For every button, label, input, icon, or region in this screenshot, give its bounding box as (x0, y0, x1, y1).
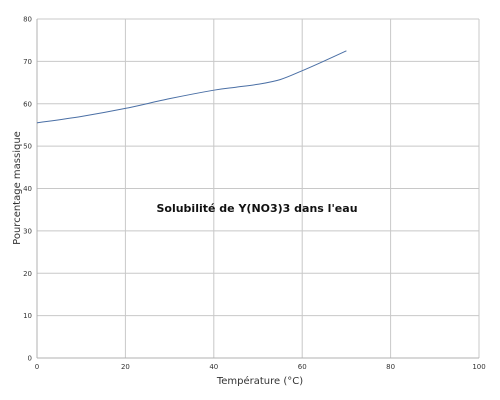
x-tick-label: 60 (298, 363, 307, 371)
solubility-series-line (36, 50, 347, 124)
y-tick-label: 20 (23, 270, 32, 278)
y-tick-label: 50 (23, 143, 32, 151)
data-series (36, 50, 347, 124)
y-tick-label: 0 (28, 355, 32, 363)
y-tick-label: 80 (23, 16, 32, 24)
x-tick-label: 100 (472, 363, 485, 371)
y-tick-label: 70 (23, 58, 32, 66)
x-tick-label: 80 (386, 363, 395, 371)
y-tick-label: 30 (23, 227, 32, 235)
x-axis-label: Température (°C) (216, 375, 303, 387)
axes (36, 19, 479, 359)
grid (36, 18, 480, 359)
chart-annotation: Solubilité de Y(NO3)3 dans l'eau (156, 202, 357, 215)
y-axis-label: Pourcentage massique (12, 131, 23, 245)
y-tick-label: 10 (23, 312, 32, 320)
x-tick-label: 20 (121, 363, 130, 371)
y-tick-label: 40 (23, 185, 32, 193)
x-tick-label: 40 (209, 363, 218, 371)
y-tick-label: 60 (23, 100, 32, 108)
tick-labels: 0 20 40 60 80 100 0 10 20 30 40 50 60 70 80 (23, 16, 486, 372)
x-tick-label: 0 (35, 363, 39, 371)
